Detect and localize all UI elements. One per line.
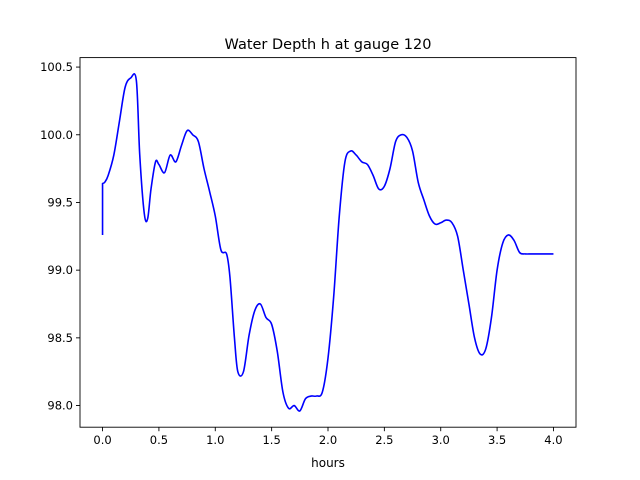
x-tick-label: 2.0 [319,433,337,447]
y-tick-label: 99.5 [47,195,73,209]
x-tick-label: 3.5 [488,433,506,447]
x-tick-label: 3.0 [432,433,450,447]
y-tick-label: 98.0 [47,399,73,413]
chart-title: Water Depth h at gauge 120 [225,37,432,53]
series-line [101,73,554,412]
x-axis-label: hours [311,456,345,470]
x-tick-label: 2.5 [375,433,393,447]
x-axis: 0.0 0.5 1.0 1.5 2.0 2.5 3.0 3.5 4.0 [93,427,563,447]
y-tick-label: 99.0 [47,263,73,277]
y-axis: 98.0 98.5 99.0 99.5 100.0 100.5 [40,60,80,413]
x-tick-label: 0.0 [93,433,111,447]
x-tick-label: 0.5 [150,433,168,447]
y-tick-label: 100.5 [40,60,73,74]
x-tick-label: 4.0 [544,433,562,447]
x-tick-label: 1.5 [262,433,280,447]
y-tick-label: 98.5 [47,331,73,345]
x-tick-label: 1.0 [206,433,224,447]
y-tick-label: 100.0 [40,128,73,142]
